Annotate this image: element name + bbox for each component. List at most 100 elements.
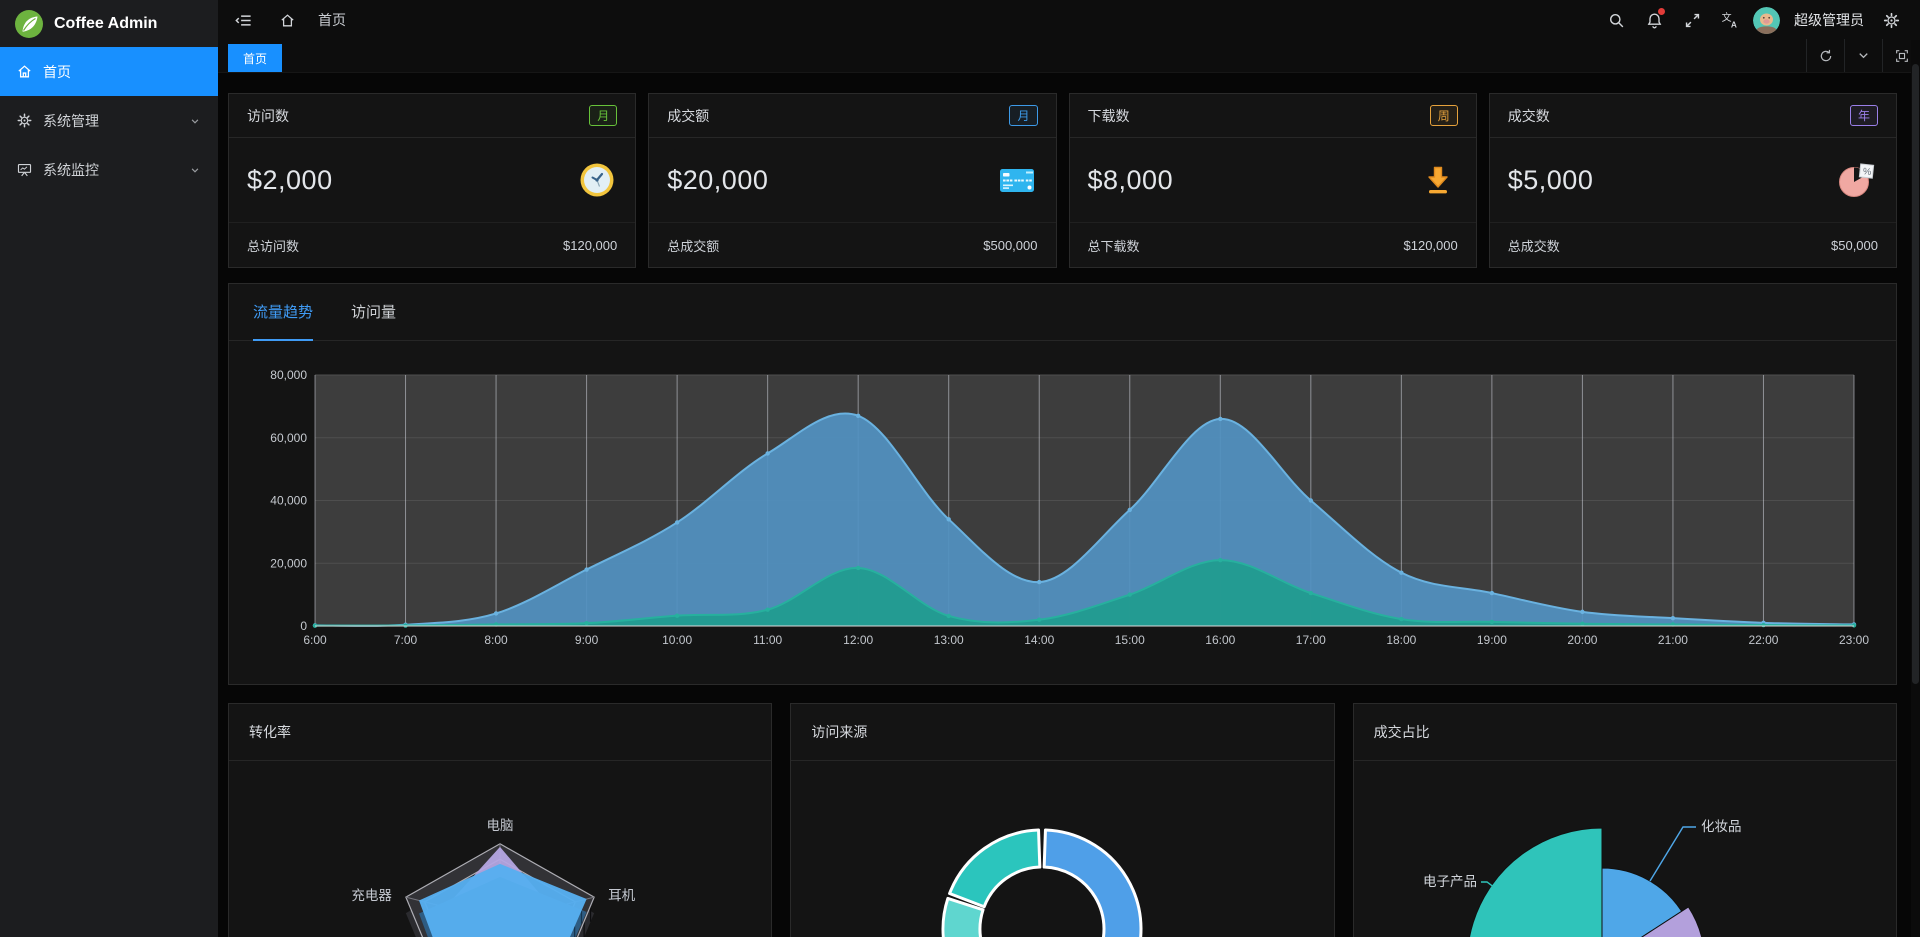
card-title: 访问来源	[791, 704, 1334, 761]
sidebar-item-system-admin[interactable]: 系统管理	[0, 96, 218, 145]
chevron-down-icon	[191, 167, 199, 173]
svg-text:%: %	[1862, 166, 1872, 178]
settings-gear-icon[interactable]	[1876, 5, 1906, 35]
stat-value: $2,000	[247, 164, 333, 195]
svg-text:充电器: 充电器	[351, 888, 392, 903]
svg-text:12:00: 12:00	[843, 633, 873, 647]
notification-badge	[1658, 8, 1665, 15]
radar-chart: 电脑 耳机 充电器	[229, 761, 771, 937]
gear-icon	[17, 113, 32, 128]
sidebar-item-system-monitor[interactable]: 系统监控	[0, 145, 218, 194]
stat-footer-value: $50,000	[1831, 237, 1878, 253]
svg-text:19:00: 19:00	[1477, 633, 1507, 647]
maximize-icon[interactable]	[1882, 39, 1920, 72]
chevron-down-icon[interactable]	[1844, 39, 1882, 72]
avatar[interactable]	[1753, 6, 1780, 34]
username[interactable]: 超级管理员	[1794, 12, 1864, 28]
logo: Coffee Admin	[0, 0, 218, 47]
period-badge: 年	[1849, 105, 1878, 126]
svg-text:22:00: 22:00	[1748, 633, 1778, 647]
main-content: 访问数 月 $2,000 总访问数 $120,0	[218, 73, 1920, 937]
traffic-trend-card: 流量趋势 访问量 0 20,000 40,000 60,000 80,000 6:00 7:…	[228, 283, 1897, 685]
stat-card-row: 访问数 月 $2,000 总访问数 $120,0	[228, 93, 1897, 268]
tab-traffic-trend[interactable]: 流量趋势	[253, 284, 314, 341]
home-icon	[18, 65, 31, 78]
svg-text:15:00: 15:00	[1115, 633, 1145, 647]
clock-icon	[580, 163, 614, 197]
svg-text:80,000: 80,000	[270, 368, 307, 382]
donut-chart	[791, 761, 1333, 937]
bottom-card-row: 转化率 电脑 耳机 充电器 访问来源 成交占比 电子产品 化妆品	[228, 703, 1897, 937]
svg-text:7:00: 7:00	[394, 633, 418, 647]
pie-percent-icon: %	[1839, 163, 1875, 197]
svg-text:0: 0	[300, 619, 307, 633]
svg-text:23:00: 23:00	[1839, 633, 1869, 647]
card-title: 转化率	[229, 704, 772, 761]
svg-text:18:00: 18:00	[1386, 633, 1416, 647]
svg-text:21:00: 21:00	[1658, 633, 1688, 647]
stat-title: 访问数	[247, 107, 289, 124]
svg-text:电子产品: 电子产品	[1423, 874, 1477, 889]
tab-visits[interactable]: 访问量	[351, 303, 397, 321]
stat-footer-value: $500,000	[983, 237, 1038, 253]
app-title: Coffee Admin	[54, 14, 158, 32]
stat-card-deals: 成交数 年 $5,000 % 总成交数 $	[1488, 93, 1897, 268]
top-navbar: 首页	[218, 0, 1920, 40]
svg-text:8:00: 8:00	[484, 633, 508, 647]
chevron-down-icon	[191, 118, 199, 124]
stat-card-turnover: 成交额 月 $20,000	[648, 93, 1057, 268]
conversion-rate-card: 转化率 电脑 耳机 充电器	[228, 703, 773, 937]
bank-card-icon	[999, 169, 1034, 192]
breadcrumb[interactable]: 首页	[318, 12, 346, 28]
stat-title: 成交额	[667, 107, 710, 124]
fullscreen-icon[interactable]	[1677, 5, 1707, 35]
svg-text:A: A	[1731, 20, 1737, 30]
card-title: 成交占比	[1353, 704, 1896, 761]
sidebar: Coffee Admin 首页 系统管理	[0, 0, 218, 937]
notification-bell-icon[interactable]	[1639, 5, 1669, 35]
stat-card-visits: 访问数 月 $2,000 总访问数 $120,0	[228, 93, 637, 268]
svg-text:化妆品: 化妆品	[1701, 819, 1742, 834]
svg-text:60,000: 60,000	[270, 431, 307, 445]
sidebar-item-label: 系统监控	[43, 161, 99, 178]
sidebar-collapse-icon[interactable]	[228, 5, 258, 35]
svg-text:16:00: 16:00	[1205, 633, 1235, 647]
translate-icon[interactable]: 文 A	[1715, 5, 1745, 35]
stat-footer-value: $120,000	[563, 237, 618, 253]
sidebar-item-label: 首页	[43, 63, 71, 80]
page-scrollbar[interactable]	[1911, 40, 1920, 937]
stat-footer-label: 总成交额	[667, 238, 720, 254]
spring-leaf-logo-icon	[15, 9, 43, 38]
stat-value: $20,000	[667, 164, 769, 195]
svg-text:40,000: 40,000	[270, 494, 307, 508]
stat-value: $8,000	[1087, 164, 1174, 195]
period-badge: 月	[1009, 105, 1038, 126]
period-badge: 周	[1429, 105, 1458, 126]
stat-footer-value: $120,000	[1403, 237, 1458, 253]
stat-card-downloads: 下载数 周 $8,000 总下载数 $120,000	[1068, 93, 1477, 268]
search-icon[interactable]	[1601, 5, 1631, 35]
svg-text:电脑: 电脑	[487, 818, 514, 833]
rose-pie-chart: 电子产品 化妆品	[1354, 761, 1896, 937]
stat-footer-label: 总访问数	[247, 238, 300, 254]
sidebar-item-label: 系统管理	[43, 112, 99, 129]
sidebar-item-home[interactable]: 首页	[0, 47, 218, 96]
stat-title: 成交数	[1507, 107, 1550, 124]
stat-footer-label: 总成交数	[1507, 238, 1560, 254]
breadcrumb-home-icon[interactable]	[272, 5, 302, 35]
svg-text:20,000: 20,000	[270, 556, 307, 570]
monitor-icon	[17, 163, 32, 177]
period-badge: 月	[589, 105, 618, 126]
scrollbar-thumb[interactable]	[1912, 64, 1919, 684]
svg-text:14:00: 14:00	[1024, 633, 1054, 647]
svg-text:13:00: 13:00	[934, 633, 964, 647]
trend-tabs: 流量趋势 访问量	[229, 284, 1896, 341]
svg-text:17:00: 17:00	[1296, 633, 1326, 647]
tab-bar: 首页	[218, 39, 1920, 73]
tab-home[interactable]: 首页	[228, 44, 283, 72]
refresh-icon[interactable]	[1806, 39, 1844, 72]
area-chart: 0 20,000 40,000 60,000 80,000 6:00 7:00 8:00 9:0…	[229, 341, 1896, 685]
stat-footer-label: 总下载数	[1087, 238, 1140, 254]
svg-text:6:00: 6:00	[303, 633, 327, 647]
